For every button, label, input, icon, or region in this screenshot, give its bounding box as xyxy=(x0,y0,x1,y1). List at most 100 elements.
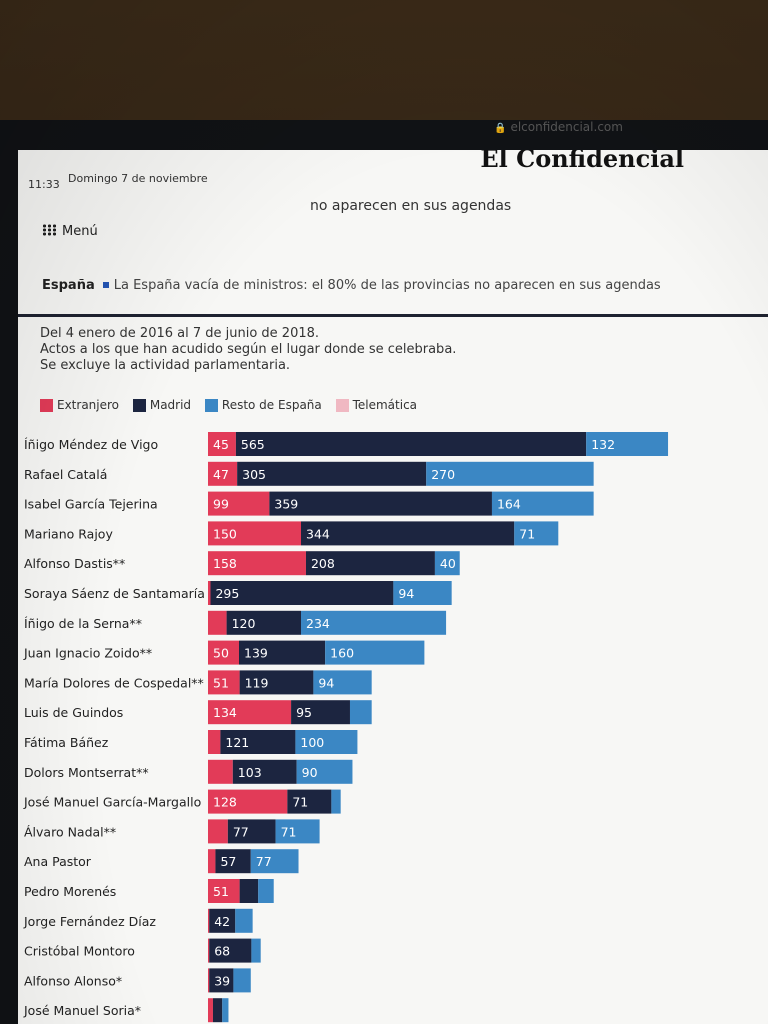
bar-segment-resto-de-espa-a xyxy=(491,491,594,516)
category-label: Cristóbal Montoro xyxy=(24,944,135,959)
bar-segment-extranjero xyxy=(208,461,238,486)
bar-segment-madrid xyxy=(301,521,515,546)
bar-segment-extranjero xyxy=(208,700,292,725)
bar-segment-extranjero xyxy=(208,938,210,963)
bar-segment-resto-de-espa-a xyxy=(258,879,274,903)
breadcrumb-section[interactable]: España xyxy=(42,278,95,293)
bar-segment-resto-de-espa-a xyxy=(235,908,253,933)
legend-label: Telemática xyxy=(352,398,418,412)
data-label: 120 xyxy=(232,616,256,631)
data-label: 95 xyxy=(296,705,312,720)
chart-legend: Extranjero Madrid Resto de España Telemá… xyxy=(40,398,427,415)
site-logo[interactable]: El Confidencial xyxy=(480,150,684,173)
data-label: 132 xyxy=(591,437,615,452)
bar-segment-madrid xyxy=(239,640,326,665)
menu-button[interactable]: Menú xyxy=(42,224,98,239)
bar-segment-madrid xyxy=(212,998,223,1023)
bar-segment-extranjero xyxy=(208,759,233,784)
chart-notes: Del 4 enero de 2016 al 7 de junio de 201… xyxy=(40,326,456,374)
data-label: 134 xyxy=(213,705,237,720)
bar-segment-extranjero xyxy=(208,432,236,456)
status-time: 11:33 xyxy=(28,178,60,191)
data-label: 90 xyxy=(302,765,318,780)
data-label: 121 xyxy=(225,735,249,750)
category-label: José Manuel Soria* xyxy=(23,1003,141,1018)
bar-segment-resto-de-espa-a xyxy=(296,759,353,784)
data-label: 68 xyxy=(214,944,230,959)
data-label: 71 xyxy=(281,824,297,839)
header-divider xyxy=(18,314,768,317)
legend-label: Madrid xyxy=(149,398,192,412)
category-label: Mariano Rajoy xyxy=(24,526,113,541)
bar-segment-madrid xyxy=(209,908,236,933)
breadcrumb-square-icon xyxy=(102,282,109,288)
bar-segment-resto-de-espa-a xyxy=(434,551,460,576)
data-label: 565 xyxy=(241,437,265,452)
data-label: 42 xyxy=(214,914,230,929)
category-label: Dolors Montserrat** xyxy=(24,765,149,780)
legend-swatch-madrid xyxy=(132,398,146,412)
bar-segment-madrid xyxy=(227,819,276,844)
legend-label: Resto de España xyxy=(221,398,322,412)
bar-segment-extranjero xyxy=(208,491,270,516)
bar-segment-resto-de-espa-a xyxy=(313,670,372,695)
data-label: 40 xyxy=(440,556,456,571)
data-label: 270 xyxy=(431,467,455,482)
legend-item: Resto de España xyxy=(204,398,322,412)
bar-segment-madrid xyxy=(239,670,314,695)
bar-segment-madrid xyxy=(215,849,251,874)
legend-swatch-telematica xyxy=(335,398,349,412)
grid-menu-icon xyxy=(42,224,56,236)
status-date: Domingo 7 de noviembre xyxy=(68,172,208,185)
bar-segment-extranjero xyxy=(208,670,240,695)
data-label: 77 xyxy=(256,854,272,869)
category-label: Álvaro Nadal** xyxy=(24,824,116,839)
bar-segment-resto-de-espa-a xyxy=(426,461,594,486)
bar-segment-resto-de-espa-a xyxy=(275,819,320,844)
bar-segment-resto-de-espa-a xyxy=(586,432,669,456)
data-label: 77 xyxy=(233,824,249,839)
bar-segment-madrid xyxy=(305,551,435,576)
data-label: 150 xyxy=(213,526,237,541)
bar-segment-extranjero xyxy=(208,551,306,576)
bar-segment-extranjero xyxy=(208,968,210,993)
bar-segment-extranjero xyxy=(208,998,213,1023)
category-label: Luis de Guindos xyxy=(24,705,123,720)
data-label: 158 xyxy=(213,556,237,571)
bar-segment-extranjero xyxy=(208,849,216,874)
url-bar[interactable]: 🔒 elconfidencial.com xyxy=(494,120,623,134)
note-line: Del 4 enero de 2016 al 7 de junio de 201… xyxy=(40,326,320,341)
bar-segment-madrid xyxy=(237,461,427,486)
legend-label: Extranjero xyxy=(57,398,120,412)
bar-segment-extranjero xyxy=(208,819,228,844)
data-label: 100 xyxy=(300,735,324,750)
data-label: 51 xyxy=(213,675,229,690)
data-label: 164 xyxy=(497,497,521,512)
data-label: 160 xyxy=(330,646,354,661)
bar-segment-madrid xyxy=(239,879,259,903)
bar-segment-extranjero xyxy=(208,789,288,814)
category-label: Fátima Báñez xyxy=(24,735,109,750)
data-label: 57 xyxy=(220,854,236,869)
bar-segment-extranjero xyxy=(208,908,210,933)
category-label: Íñigo Méndez de Vigo xyxy=(24,437,158,452)
data-label: 128 xyxy=(213,795,237,810)
bar-segment-resto-de-espa-a xyxy=(393,581,452,605)
data-label: 295 xyxy=(215,586,239,601)
bar-segment-madrid xyxy=(287,789,332,814)
data-label: 139 xyxy=(244,646,268,661)
data-label: 47 xyxy=(213,467,229,482)
headline-fragment: no aparecen en sus agendas xyxy=(310,198,512,214)
category-label: Alfonso Alonso* xyxy=(24,973,122,988)
category-label: María Dolores de Cospedal** xyxy=(24,675,204,690)
bar-segment-resto-de-espa-a xyxy=(250,849,299,874)
bar-segment-madrid xyxy=(269,491,492,516)
category-label: Ana Pastor xyxy=(24,854,92,869)
bar-segment-resto-de-espa-a xyxy=(295,730,358,754)
legend-item: Madrid xyxy=(132,398,192,412)
tablet-screen: 11:33 Domingo 7 de noviembre El Confiden… xyxy=(18,150,768,1024)
data-label: 99 xyxy=(213,497,229,512)
data-label: 45 xyxy=(213,437,229,452)
bar-segment-extranjero xyxy=(208,521,301,546)
bar-segment-resto-de-espa-a xyxy=(325,640,425,665)
